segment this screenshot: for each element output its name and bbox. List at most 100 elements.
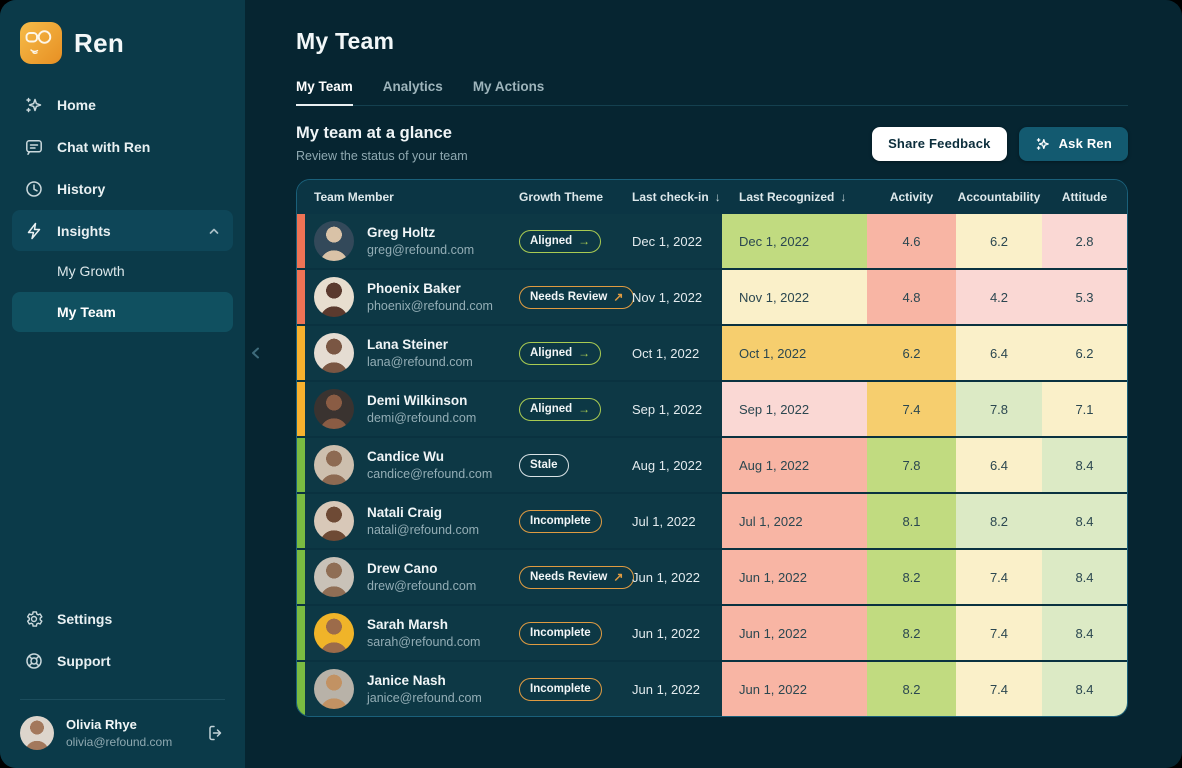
sidebar-item-insights[interactable]: Insights bbox=[12, 210, 233, 251]
growth-theme-cell: Stale bbox=[517, 438, 623, 492]
column-header-team-member: Team Member bbox=[314, 190, 394, 204]
member-email: drew@refound.com bbox=[367, 579, 477, 593]
growth-theme-cell: Incomplete bbox=[517, 494, 623, 548]
growth-theme-badge: Aligned → bbox=[519, 397, 602, 421]
status-strip bbox=[297, 662, 305, 716]
tab-analytics[interactable]: Analytics bbox=[382, 79, 443, 94]
last-checkin-cell: Jun 1, 2022 bbox=[632, 569, 700, 585]
column-header-last-recognized[interactable]: Last Recognized ↓ bbox=[739, 190, 847, 204]
avatar bbox=[314, 557, 354, 597]
member-email: greg@refound.com bbox=[367, 243, 475, 257]
member-name: Candice Wu bbox=[367, 449, 445, 464]
last-recognized-cell: Aug 1, 2022 bbox=[722, 438, 867, 492]
growth-theme-badge: Incomplete bbox=[519, 509, 602, 533]
member-email: sarah@refound.com bbox=[367, 635, 481, 649]
growth-theme-cell: Aligned → bbox=[517, 214, 623, 268]
member-cell: Phoenix Baker phoenix@refound.com bbox=[305, 270, 517, 324]
badge-arrow-icon: ↗ bbox=[613, 290, 624, 304]
growth-theme-cell: Aligned → bbox=[517, 382, 623, 436]
brand-name: Ren bbox=[74, 27, 125, 58]
attitude-cell: 2.8 bbox=[1042, 214, 1127, 268]
collapse-sidebar-icon[interactable] bbox=[247, 344, 265, 362]
table-row[interactable]: Candice Wu candice@refound.com Stale Aug 1,… bbox=[297, 438, 1127, 492]
last-checkin-cell: Dec 1, 2022 bbox=[632, 233, 703, 249]
page-title: My Team bbox=[296, 28, 395, 54]
ask-ren-button[interactable]: Ask Ren bbox=[1018, 126, 1128, 161]
avatar bbox=[314, 277, 354, 317]
last-checkin-cell: Jun 1, 2022 bbox=[632, 625, 700, 641]
activity-cell: 8.1 bbox=[867, 494, 956, 548]
member-email: janice@refound.com bbox=[367, 691, 482, 705]
status-strip bbox=[297, 270, 305, 324]
insights-icon bbox=[24, 221, 44, 241]
table-row[interactable]: Demi Wilkinson demi@refound.com Aligned → Se… bbox=[297, 382, 1127, 436]
last-checkin-cell: Jul 1, 2022 bbox=[632, 513, 696, 529]
table-row[interactable]: Natali Craig natali@refound.com Incomplete… bbox=[297, 494, 1127, 548]
member-cell: Janice Nash janice@refound.com bbox=[305, 662, 517, 716]
support-icon bbox=[24, 651, 44, 671]
insights-subnav: My Growth My Team bbox=[0, 251, 245, 332]
last-recognized-cell: Dec 1, 2022 bbox=[722, 214, 867, 268]
member-name: Demi Wilkinson bbox=[367, 393, 468, 408]
logout-icon[interactable] bbox=[205, 723, 225, 743]
column-header-last-checkin[interactable]: Last check-in ↓ bbox=[632, 190, 721, 204]
last-recognized-cell: Jul 1, 2022 bbox=[722, 494, 867, 548]
last-recognized-cell: Jun 1, 2022 bbox=[722, 606, 867, 660]
sidebar-item-label: Support bbox=[57, 652, 111, 669]
tab-my-team[interactable]: My Team bbox=[296, 79, 353, 106]
attitude-cell: 8.4 bbox=[1042, 606, 1127, 660]
chat-icon bbox=[24, 137, 44, 157]
sidebar: Ren Home bbox=[0, 0, 245, 768]
member-name: Janice Nash bbox=[367, 673, 446, 688]
table-row[interactable]: Phoenix Baker phoenix@refound.com Needs Re… bbox=[297, 270, 1127, 324]
accountability-cell: 7.4 bbox=[956, 550, 1042, 604]
status-strip bbox=[297, 326, 305, 380]
table-row[interactable]: Lana Steiner lana@refound.com Aligned → Oct … bbox=[297, 326, 1127, 380]
column-header-activity: Activity bbox=[889, 190, 934, 204]
sidebar-item-chat[interactable]: Chat with Ren bbox=[12, 126, 233, 167]
table-header-row: Team Member Growth Theme Last check-in ↓… bbox=[297, 180, 1127, 214]
member-cell: Demi Wilkinson demi@refound.com bbox=[305, 382, 517, 436]
accountability-cell: 6.4 bbox=[956, 438, 1042, 492]
sidebar-item-support[interactable]: Support bbox=[12, 640, 233, 681]
sidebar-item-my-team[interactable]: My Team bbox=[12, 292, 233, 332]
table-row[interactable]: Drew Cano drew@refound.com Needs Review ↗ Ju… bbox=[297, 550, 1127, 604]
status-strip bbox=[297, 550, 305, 604]
attitude-cell: 8.4 bbox=[1042, 662, 1127, 716]
sidebar-subitem-label: My Team bbox=[57, 304, 116, 320]
accountability-cell: 7.8 bbox=[956, 382, 1042, 436]
status-strip bbox=[297, 494, 305, 548]
last-recognized-cell: Jun 1, 2022 bbox=[722, 662, 867, 716]
table-row[interactable]: Janice Nash janice@refound.com Incomplete J… bbox=[297, 662, 1127, 716]
tab-my-actions[interactable]: My Actions bbox=[472, 79, 545, 94]
status-strip bbox=[297, 382, 305, 436]
attitude-cell: 8.4 bbox=[1042, 494, 1127, 548]
member-name: Drew Cano bbox=[367, 561, 438, 576]
ren-logo-icon bbox=[20, 22, 62, 64]
table-row[interactable]: Sarah Marsh sarah@refound.com Incomplete Ju… bbox=[297, 606, 1127, 660]
growth-theme-cell: Needs Review ↗ bbox=[517, 270, 635, 324]
column-header-attitude: Attitude bbox=[1061, 190, 1108, 204]
attitude-cell: 8.4 bbox=[1042, 438, 1127, 492]
last-recognized-cell: Oct 1, 2022 bbox=[722, 326, 867, 380]
accountability-cell: 7.4 bbox=[956, 662, 1042, 716]
table-row[interactable]: Greg Holtz greg@refound.com Aligned → Dec 1,… bbox=[297, 214, 1127, 268]
avatar bbox=[20, 716, 54, 750]
attitude-cell: 5.3 bbox=[1042, 270, 1127, 324]
share-feedback-label: Share Feedback bbox=[888, 136, 991, 151]
member-name: Phoenix Baker bbox=[367, 281, 461, 296]
sidebar-item-my-growth[interactable]: My Growth bbox=[12, 251, 233, 291]
sidebar-item-label: Chat with Ren bbox=[57, 138, 151, 155]
sidebar-item-history[interactable]: History bbox=[12, 168, 233, 209]
attitude-cell: 8.4 bbox=[1042, 550, 1127, 604]
status-strip bbox=[297, 606, 305, 660]
avatar bbox=[314, 669, 354, 709]
member-cell: Candice Wu candice@refound.com bbox=[305, 438, 517, 492]
growth-theme-badge: Incomplete bbox=[519, 677, 602, 701]
share-feedback-button[interactable]: Share Feedback bbox=[872, 126, 1007, 161]
badge-arrow-icon: → bbox=[578, 402, 591, 416]
sidebar-item-settings[interactable]: Settings bbox=[12, 598, 233, 639]
member-email: phoenix@refound.com bbox=[367, 299, 493, 313]
sidebar-item-home[interactable]: Home bbox=[12, 84, 233, 125]
